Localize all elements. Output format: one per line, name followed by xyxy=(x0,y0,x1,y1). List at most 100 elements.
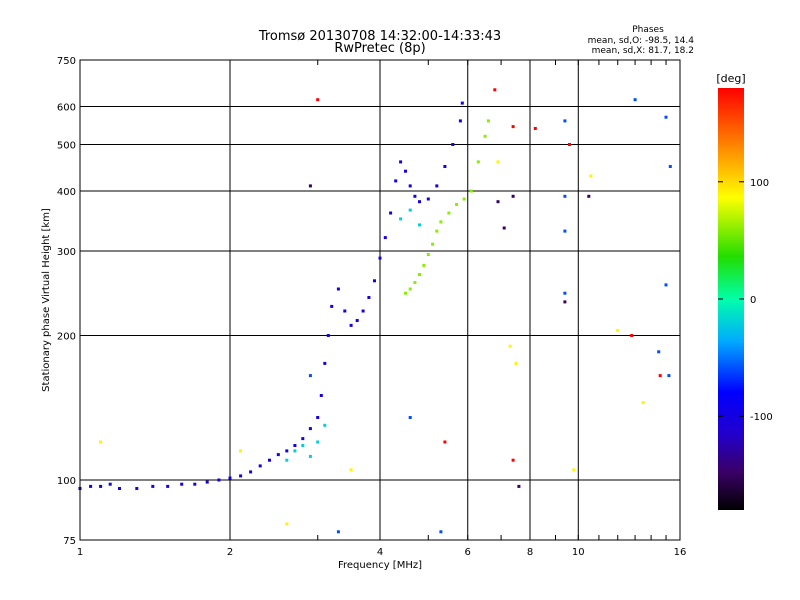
data-point xyxy=(502,226,506,230)
plot-grid xyxy=(79,60,681,540)
data-point xyxy=(323,361,327,365)
data-point xyxy=(135,487,139,490)
data-point xyxy=(664,115,668,119)
y-tick-label: 100 xyxy=(57,476,76,487)
data-point xyxy=(118,487,121,490)
data-point xyxy=(285,458,289,462)
data-point xyxy=(336,530,340,534)
data-point xyxy=(268,458,271,462)
x-axis-label: Frequency [MHz] xyxy=(338,560,422,571)
data-point xyxy=(483,134,487,138)
data-point xyxy=(408,184,412,188)
data-point xyxy=(657,350,661,354)
data-point xyxy=(316,416,320,419)
data-point xyxy=(568,143,571,146)
data-point xyxy=(563,229,567,233)
data-point xyxy=(616,328,620,332)
data-point xyxy=(533,127,537,130)
data-point xyxy=(383,236,387,240)
data-point xyxy=(517,484,521,488)
data-point xyxy=(228,476,232,480)
chart-title: Tromsø 20130708 14:32:00-14:33:43 xyxy=(258,29,501,44)
data-point xyxy=(630,334,634,337)
data-point xyxy=(349,468,353,472)
data-point xyxy=(361,309,365,313)
data-point xyxy=(493,88,497,92)
data-point xyxy=(394,179,398,183)
data-point xyxy=(249,470,253,474)
data-point xyxy=(563,119,567,123)
colorbar-tick-label: 0 xyxy=(750,295,756,306)
data-point xyxy=(664,283,668,287)
data-point xyxy=(439,530,443,534)
data-point xyxy=(563,300,567,304)
data-point xyxy=(404,291,407,295)
data-point xyxy=(89,484,93,488)
data-point xyxy=(589,174,593,178)
data-point xyxy=(378,256,382,260)
stats-o-mode: mean, sd,O: -98.5, 14.4 xyxy=(588,36,695,46)
y-axis-label: Stationary phase Virtual Height [km] xyxy=(41,208,52,392)
data-points xyxy=(78,88,672,534)
x-tick-label: 1 xyxy=(77,547,83,558)
data-point xyxy=(413,281,417,284)
data-point xyxy=(443,440,447,444)
y-tick-label: 600 xyxy=(57,103,76,114)
data-point xyxy=(330,304,334,308)
data-point xyxy=(285,522,289,526)
data-point xyxy=(408,416,412,419)
x-tick-label: 16 xyxy=(674,547,687,558)
data-point xyxy=(462,197,466,201)
data-point xyxy=(258,464,262,468)
x-tick-label: 2 xyxy=(227,547,233,558)
data-point xyxy=(326,334,330,337)
data-point xyxy=(508,344,512,348)
data-point xyxy=(316,440,320,444)
data-point xyxy=(458,119,462,123)
data-point xyxy=(408,208,412,212)
colorbar-tick-label: -100 xyxy=(750,412,773,423)
data-point xyxy=(205,480,209,484)
y-tick-label: 300 xyxy=(57,247,76,258)
data-point xyxy=(496,160,500,164)
x-tick-labels: 1 2 4 6 8 10 16 xyxy=(77,547,687,558)
data-point xyxy=(293,444,297,447)
data-point xyxy=(293,449,297,453)
data-point xyxy=(166,484,170,488)
data-point xyxy=(455,203,459,206)
data-point xyxy=(239,474,243,478)
data-point xyxy=(496,200,500,204)
data-point xyxy=(451,143,455,146)
data-point xyxy=(572,468,576,472)
data-point xyxy=(511,194,515,198)
data-point xyxy=(435,184,439,188)
data-point xyxy=(316,98,320,102)
x-tick-label: 8 xyxy=(527,547,533,558)
colorbar-label: [deg] xyxy=(716,72,745,85)
data-point xyxy=(108,482,112,486)
data-point xyxy=(99,440,103,444)
data-point xyxy=(435,229,439,233)
data-point xyxy=(389,211,393,215)
data-point xyxy=(408,287,412,291)
data-point xyxy=(431,242,435,246)
data-point xyxy=(641,401,645,405)
data-point xyxy=(308,374,312,378)
chart-subtitle: RwPretec (8p) xyxy=(334,41,425,56)
data-point xyxy=(668,165,672,168)
data-point xyxy=(587,194,591,198)
data-point xyxy=(323,423,327,427)
y-tick-label: 500 xyxy=(57,141,76,152)
data-point xyxy=(511,458,515,462)
data-point xyxy=(99,484,103,488)
x-tick-label: 4 xyxy=(377,547,383,558)
data-point xyxy=(151,484,155,488)
y-tick-label: 75 xyxy=(63,536,76,547)
data-point xyxy=(486,119,490,123)
data-point xyxy=(239,449,243,453)
data-point xyxy=(276,453,280,457)
data-point xyxy=(418,273,421,276)
data-point xyxy=(301,444,305,447)
